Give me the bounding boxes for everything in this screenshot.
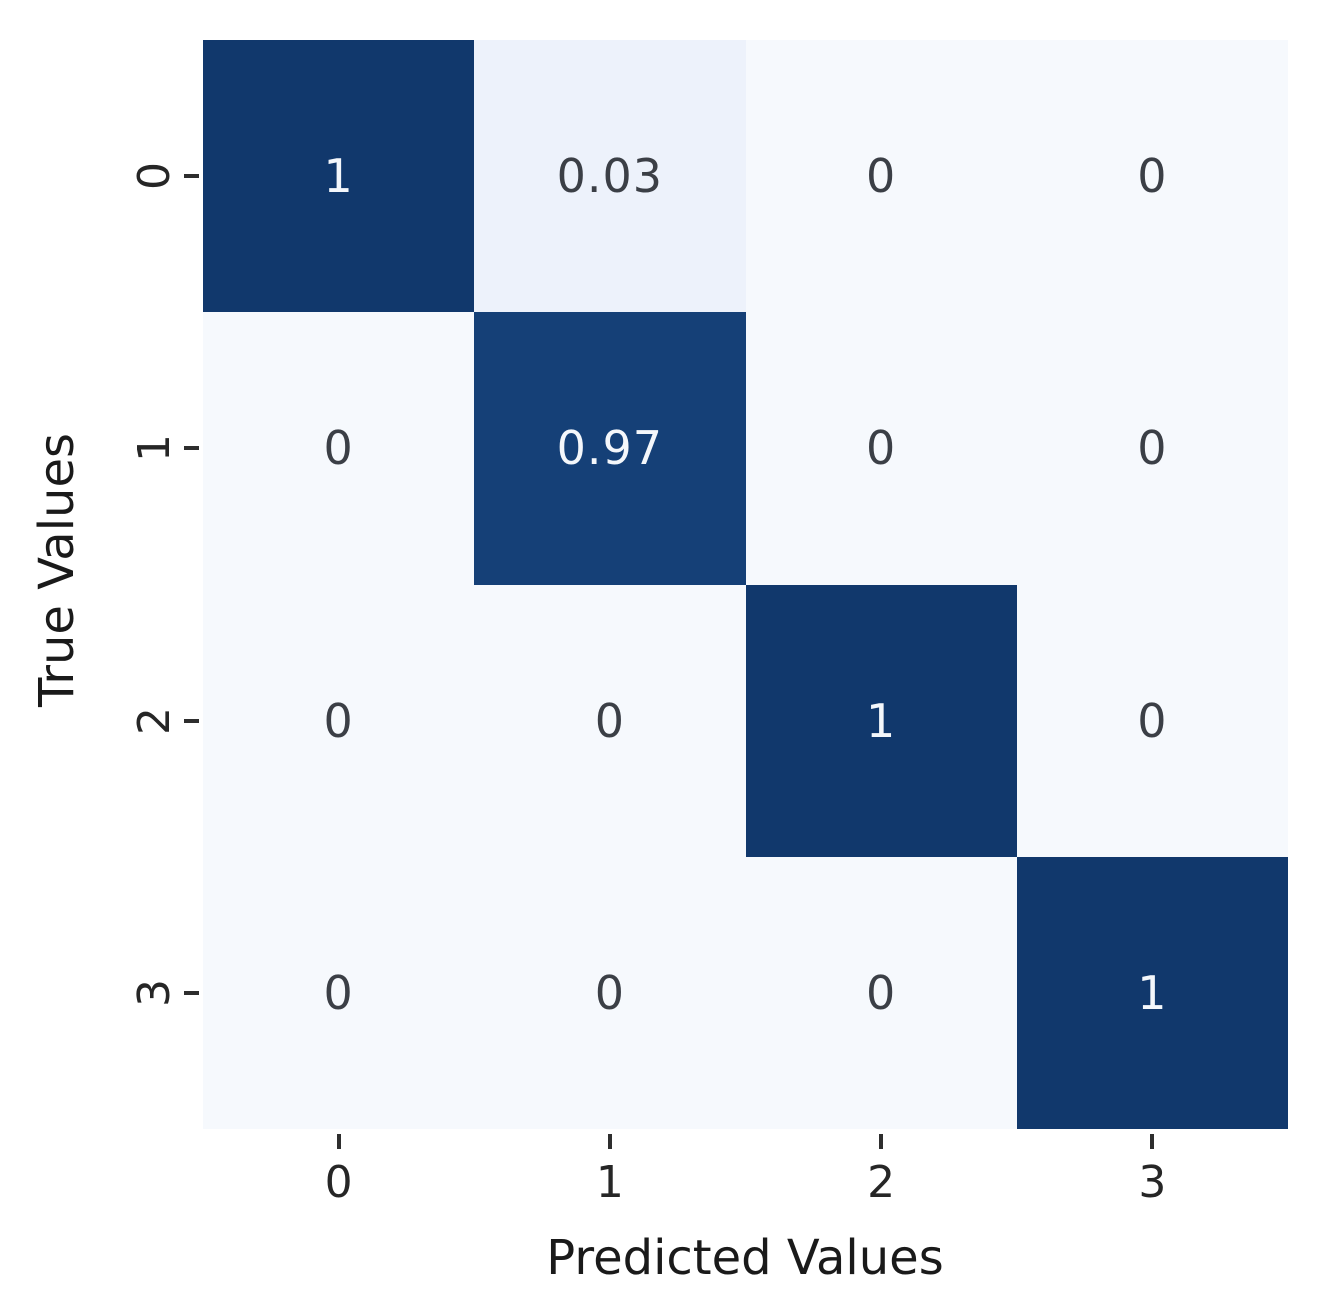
y-tick-label-0: 0 [129, 162, 180, 191]
y-tick-mark-2 [184, 718, 199, 723]
heatmap-cell-r0c3: 0 [1016, 40, 1288, 313]
y-tick-label-2: 2 [129, 706, 180, 735]
x-tick-mark-0 [336, 1134, 341, 1149]
cell-value: 0 [323, 965, 354, 1020]
heatmap-cell-r2c3: 0 [1016, 584, 1288, 857]
x-tick-mark-2 [879, 1134, 884, 1149]
cell-value: 0 [594, 965, 626, 1020]
cell-value: 0 [323, 421, 354, 476]
heatmap-cell-r1c0: 0 [203, 312, 475, 585]
heatmap-cell-r3c3: 1 [1016, 856, 1288, 1129]
cell-value: 0 [594, 693, 626, 748]
x-tick-label-2: 2 [867, 1157, 896, 1208]
heatmap-cell-r1c3: 0 [1016, 312, 1288, 585]
x-tick-label-0: 0 [324, 1157, 353, 1208]
y-axis-label: True Values [29, 432, 85, 708]
cell-value: 0 [865, 149, 897, 204]
heatmap-cell-r0c2: 0 [745, 40, 1017, 313]
heatmap-cell-r3c1: 0 [474, 856, 746, 1129]
cell-value: 0.97 [556, 421, 664, 476]
x-axis: 0 1 2 3 [203, 1129, 1288, 1209]
cell-value: 0 [865, 421, 897, 476]
cell-value: 0 [1137, 693, 1168, 748]
heatmap-cell-r2c2: 1 [745, 584, 1017, 857]
heatmap-cell-r1c1: 0.97 [474, 312, 746, 585]
x-tick-mark-1 [607, 1134, 612, 1149]
cell-value: 1 [865, 693, 897, 748]
x-tick-mark-3 [1150, 1134, 1155, 1149]
y-tick-label-1: 1 [129, 434, 180, 463]
heatmap-cell-r1c2: 0 [745, 312, 1017, 585]
heatmap-cell-r3c0: 0 [203, 856, 475, 1129]
y-tick-mark-0 [184, 174, 199, 179]
heatmap-plot-area: 1 0.03 0 0 0 0.97 0 0 0 0 1 0 0 0 0 1 [203, 40, 1288, 1129]
cell-value: 1 [323, 149, 354, 204]
y-tick-mark-1 [184, 446, 199, 451]
heatmap-cell-r2c0: 0 [203, 584, 475, 857]
heatmap-cell-r0c0: 1 [203, 40, 475, 313]
cell-value: 0 [865, 965, 897, 1020]
cell-value: 0 [1137, 421, 1168, 476]
x-tick-label-3: 3 [1138, 1157, 1167, 1208]
heatmap-grid: 1 0.03 0 0 0 0.97 0 0 0 0 1 0 0 0 0 1 [203, 40, 1288, 1129]
cell-value: 0 [1137, 149, 1168, 204]
heatmap-cell-r0c1: 0.03 [474, 40, 746, 313]
cell-value: 1 [1137, 965, 1168, 1020]
cell-value: 0.03 [556, 149, 664, 204]
cell-value: 0 [323, 693, 354, 748]
heatmap-cell-r2c1: 0 [474, 584, 746, 857]
y-axis: 0 1 2 3 [120, 40, 203, 1129]
y-tick-label-3: 3 [129, 978, 180, 1007]
heatmap-cell-r3c2: 0 [745, 856, 1017, 1129]
x-axis-label: Predicted Values [546, 1230, 944, 1286]
y-tick-mark-3 [184, 990, 199, 995]
x-tick-label-1: 1 [595, 1157, 624, 1208]
